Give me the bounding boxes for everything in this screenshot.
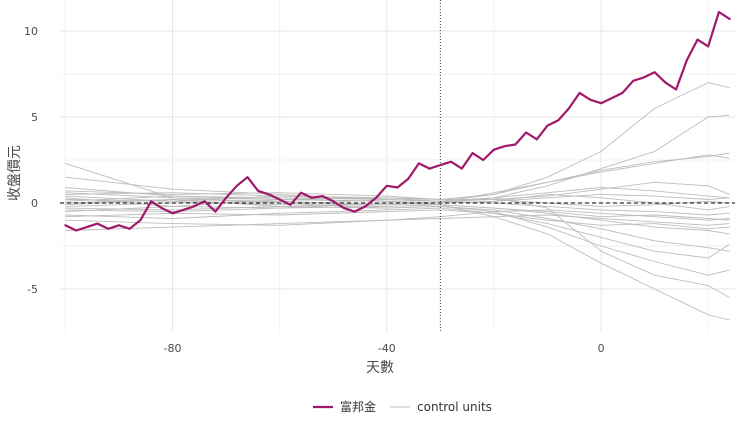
control-unit-line-2 (65, 82, 730, 202)
control-unit-line-4 (65, 204, 730, 321)
y-axis-label: 收盤價元 (6, 145, 23, 201)
legend: 富邦金 control units (313, 399, 492, 414)
grid (60, 0, 735, 332)
control-unit-line-11 (65, 192, 730, 252)
control-unit-line-12 (65, 193, 730, 213)
x-tick-label: -80 (164, 342, 182, 355)
y-tick-label: -5 (27, 283, 38, 296)
control-unit-line-15 (65, 187, 730, 206)
control-unit-line-10 (65, 209, 730, 226)
control-units-lines (65, 82, 730, 321)
control-unit-line-17 (65, 195, 730, 207)
control-unit-line-20 (65, 199, 730, 221)
y-tick-label: 10 (24, 25, 38, 38)
treated-line-group (64, 10, 731, 232)
x-axis-label: 天數 (366, 360, 394, 376)
legend-label-control: control units (417, 400, 492, 414)
control-unit-line-13 (65, 195, 730, 216)
control-unit-line-14 (65, 214, 730, 231)
y-tick-label: 0 (31, 197, 38, 210)
legend-label-treated: 富邦金 (340, 399, 376, 414)
reference-lines (60, 0, 735, 332)
control-unit-line-19 (65, 152, 730, 200)
y-tick-label: 5 (31, 111, 38, 124)
x-tick-labels: -80 -40 0 (164, 342, 605, 355)
control-unit-line-16 (65, 205, 730, 276)
control-unit-line-18 (65, 209, 730, 230)
x-tick-label: -40 (378, 342, 396, 355)
control-unit-line-5 (65, 154, 730, 206)
treated-line (64, 10, 731, 232)
y-tick-labels: 10 5 0 -5 (24, 25, 38, 296)
x-tick-label: 0 (598, 342, 605, 355)
